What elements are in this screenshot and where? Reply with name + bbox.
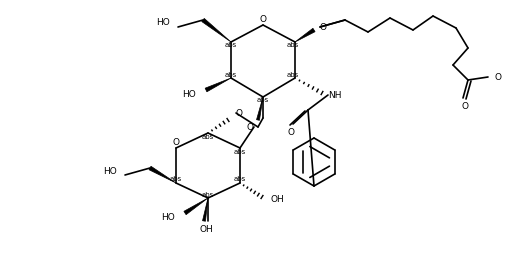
- Polygon shape: [294, 28, 315, 42]
- Text: O: O: [494, 72, 501, 81]
- Text: O: O: [259, 14, 266, 23]
- Text: abs: abs: [224, 42, 237, 48]
- Polygon shape: [149, 166, 176, 183]
- Text: abs: abs: [286, 42, 299, 48]
- Text: O: O: [319, 23, 326, 32]
- Text: O: O: [246, 123, 253, 132]
- Text: O: O: [461, 102, 468, 111]
- Text: abs: abs: [257, 97, 269, 103]
- Polygon shape: [205, 78, 231, 92]
- Text: OH: OH: [199, 225, 212, 234]
- Text: HO: HO: [103, 168, 117, 177]
- Text: abs: abs: [224, 72, 237, 78]
- Text: abs: abs: [286, 72, 299, 78]
- Polygon shape: [202, 198, 208, 221]
- Text: O: O: [287, 127, 294, 136]
- Text: OH: OH: [270, 196, 284, 205]
- Text: abs: abs: [202, 134, 214, 140]
- Text: O: O: [172, 137, 179, 146]
- Polygon shape: [256, 97, 263, 120]
- Text: HO: HO: [182, 89, 195, 98]
- Polygon shape: [202, 19, 231, 42]
- Text: abs: abs: [169, 176, 182, 182]
- Text: abs: abs: [202, 192, 214, 198]
- Text: O: O: [236, 108, 242, 117]
- Polygon shape: [184, 198, 208, 215]
- Text: abs: abs: [234, 149, 246, 155]
- Text: HO: HO: [156, 17, 169, 26]
- Text: abs: abs: [234, 176, 246, 182]
- Text: NH: NH: [327, 90, 341, 99]
- Text: HO: HO: [161, 213, 175, 222]
